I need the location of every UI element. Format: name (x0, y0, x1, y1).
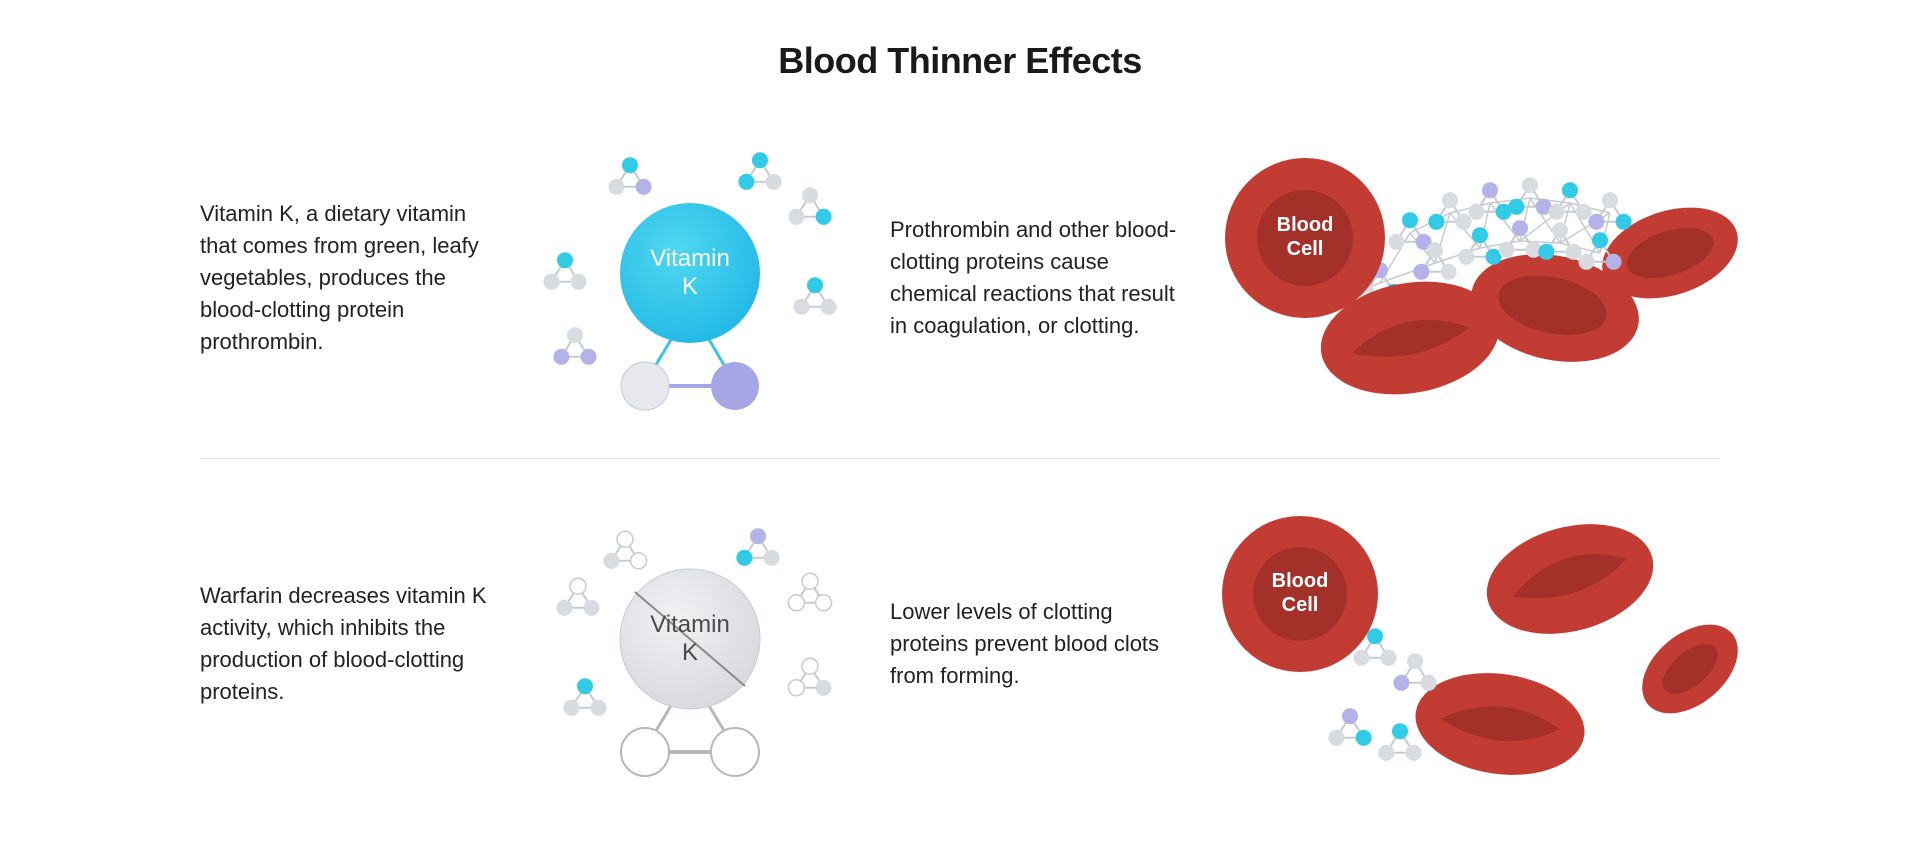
blood-cell-label-2: Cell (1287, 238, 1324, 260)
blood-cell-label-1b: Blood (1272, 570, 1329, 592)
top-left-description: Vitamin K, a dietary vitamin that comes … (200, 198, 490, 357)
vitamin-k-active-svg: Vitamin K (510, 138, 850, 418)
vitamin-k-label-1b: Vitamin (650, 611, 730, 638)
vitamin-k-inactive-svg: Vitamin K (510, 504, 850, 784)
vitamin-k-label-2b: K (682, 639, 698, 666)
row-top: Vitamin K, a dietary vitamin that comes … (200, 138, 1720, 418)
blood-cells-scattered: Blood Cell (1222, 507, 1740, 786)
vitamin-k-active-illustration: Vitamin K (510, 138, 850, 418)
vitamin-k-label-2: K (682, 273, 698, 300)
vitamin-k-inactive-illustration: Vitamin K (510, 504, 850, 784)
blood-cell-label-1: Blood (1277, 214, 1334, 236)
row-divider (200, 458, 1720, 459)
blood-cell-label-2b: Cell (1282, 594, 1319, 616)
bottom-left-description: Warfarin decreases vitamin K activity, w… (200, 580, 490, 708)
page-title: Blood Thinner Effects (200, 40, 1720, 82)
page: Blood Thinner Effects Vitamin K, a dieta… (170, 0, 1750, 829)
no-clot-svg: Blood Cell (1200, 499, 1740, 789)
no-clot-illustration: Blood Cell (1200, 499, 1740, 789)
bottom-right-description: Lower levels of clotting proteins preven… (890, 596, 1180, 692)
row-bottom: Warfarin decreases vitamin K activity, w… (200, 499, 1720, 789)
top-right-description: Prothrombin and other blood-clotting pro… (890, 214, 1180, 342)
clotting-illustration: Blood Cell (1200, 143, 1740, 413)
clotting-svg: Blood Cell (1200, 143, 1740, 413)
blood-cell-front: Blood Cell (1225, 158, 1508, 408)
vitamin-k-label-1: Vitamin (650, 245, 730, 272)
